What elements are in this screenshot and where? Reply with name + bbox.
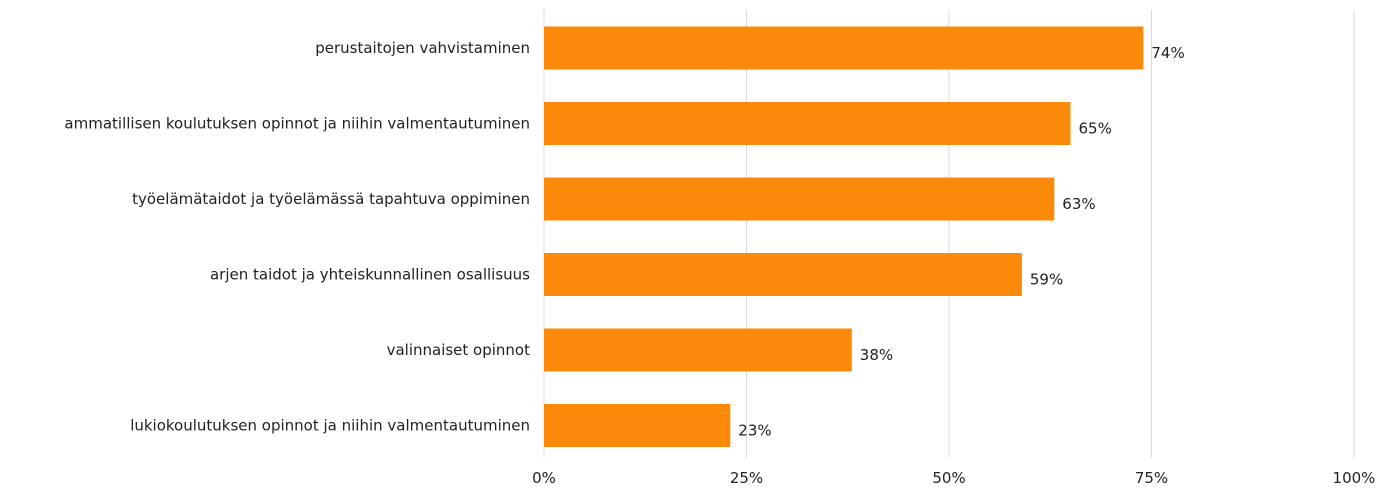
bar <box>544 253 1022 296</box>
category-labels: perustaitojen vahvistaminen ammatillisen … <box>64 39 530 435</box>
category-label: valinnaiset opinnot <box>387 341 531 359</box>
bar <box>544 404 731 447</box>
data-label: 23% <box>738 422 771 440</box>
data-label: 65% <box>1079 120 1112 138</box>
category-label: lukiokoulutuksen opinnot ja niihin valme… <box>130 417 530 435</box>
category-label: ammatillisen koulutuksen opinnot ja niih… <box>64 115 530 133</box>
data-label: 38% <box>860 346 893 364</box>
x-axis-ticks: 0% 25% 50% 75% 100% <box>532 469 1375 487</box>
bar <box>544 328 852 372</box>
category-label: perustaitojen vahvistaminen <box>315 39 530 57</box>
data-label: 63% <box>1062 195 1095 213</box>
bar <box>544 26 1144 70</box>
x-tick-label: 25% <box>730 469 763 487</box>
bar <box>544 177 1055 221</box>
gridlines <box>543 10 1355 458</box>
data-labels: 74% 65% 63% 59% 38% 23% <box>738 44 1184 440</box>
data-label: 74% <box>1151 44 1184 62</box>
bars <box>544 26 1144 447</box>
x-tick-label: 50% <box>932 469 965 487</box>
x-tick-label: 100% <box>1333 469 1376 487</box>
bar <box>544 102 1071 145</box>
category-label: arjen taidot ja yhteiskunnallinen osalli… <box>210 266 530 284</box>
x-tick-label: 0% <box>532 469 556 487</box>
data-label: 59% <box>1030 271 1063 289</box>
category-label: työelämätaidot ja työelämässä tapahtuva … <box>132 190 530 208</box>
x-tick-label: 75% <box>1135 469 1168 487</box>
